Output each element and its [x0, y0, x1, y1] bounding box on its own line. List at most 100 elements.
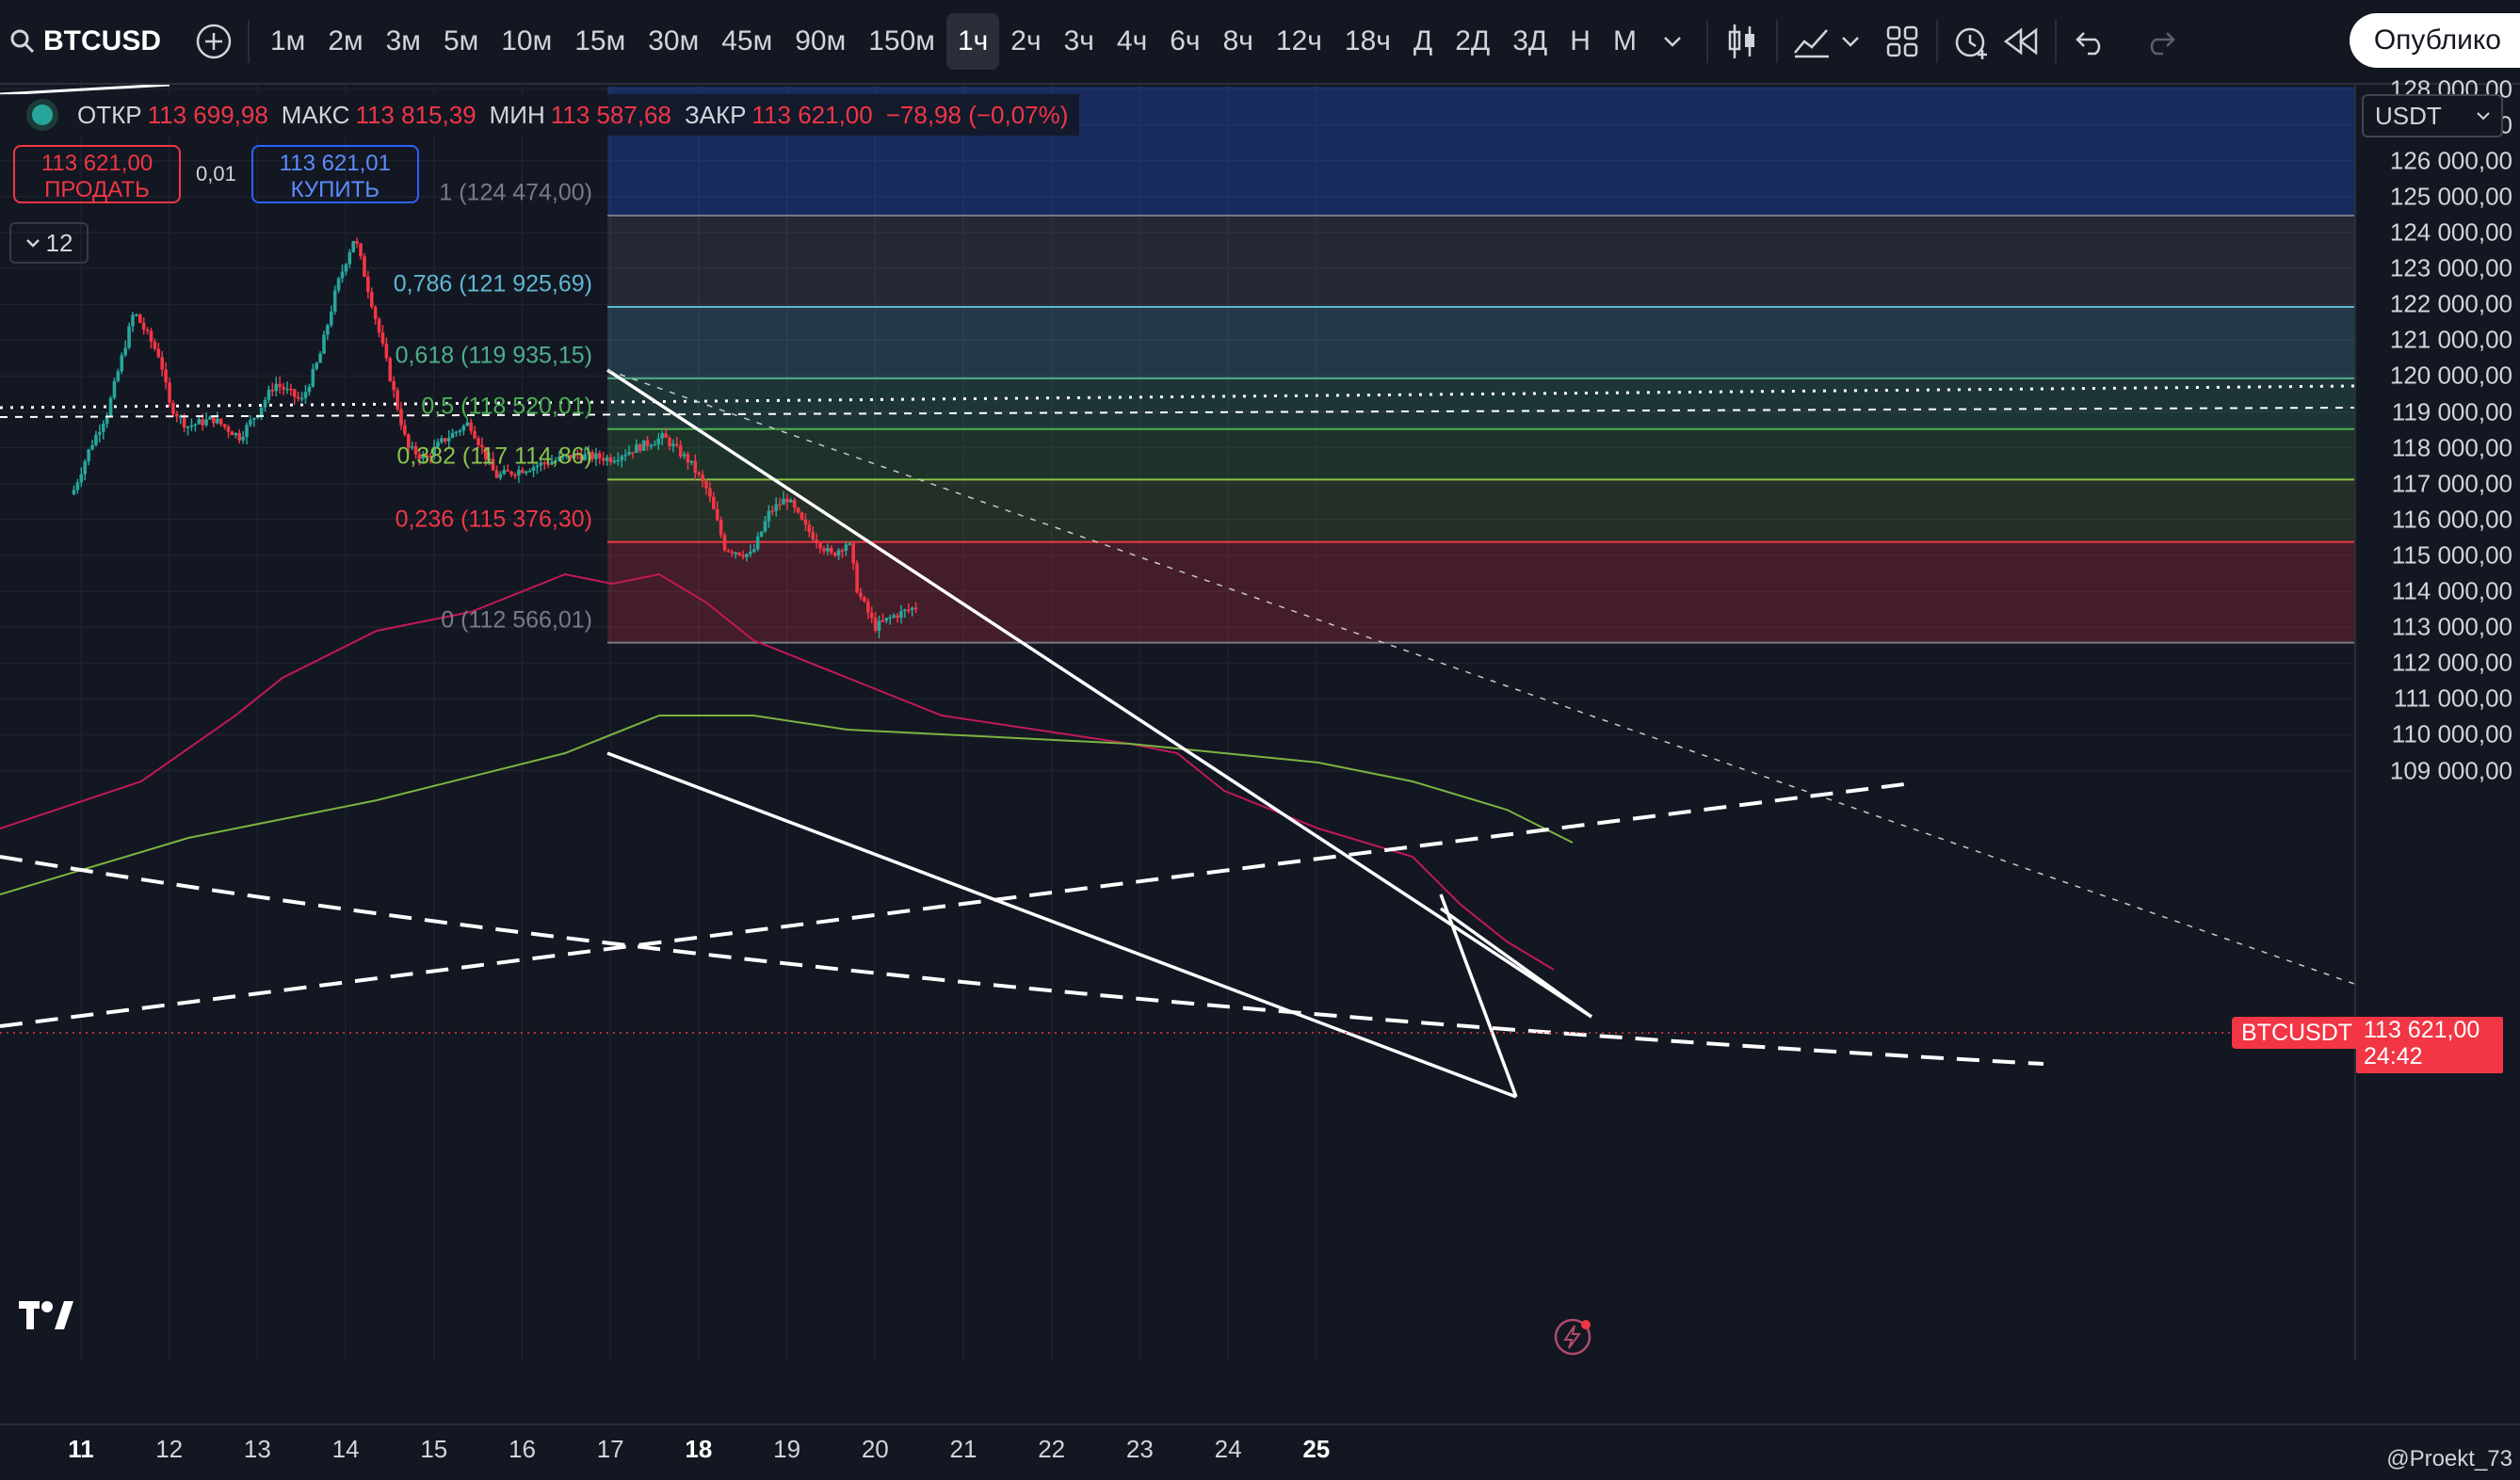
- candle-body: [730, 551, 735, 554]
- publish-label: Опублико: [2373, 24, 2501, 56]
- candle-body: [539, 462, 543, 466]
- candle-body: [72, 490, 76, 495]
- low-label: МИН: [489, 100, 545, 129]
- interval-11[interactable]: 2ч: [1010, 25, 1042, 56]
- candle-body: [292, 389, 297, 397]
- flash-notification-icon[interactable]: [1552, 1316, 1593, 1362]
- time-scale[interactable]: 11 12 13 14 15 16 17 18 19 20 21 22 23 24 25: [0, 1424, 2520, 1480]
- layout-button[interactable]: [1878, 13, 1927, 70]
- candle-body: [807, 524, 812, 533]
- candle-body: [671, 443, 675, 447]
- interval-22[interactable]: М: [1612, 25, 1637, 56]
- alarm-clock-icon: [1955, 27, 1987, 59]
- price-axis-label: 110 000,00: [2391, 719, 2512, 748]
- candle-body: [832, 553, 837, 556]
- interval-14[interactable]: 6ч: [1170, 25, 1201, 56]
- interval-19[interactable]: 2Д: [1455, 25, 1491, 56]
- symbol-name: BTCUSD: [43, 25, 161, 56]
- publish-button[interactable]: Опублико: [2349, 13, 2520, 68]
- indicators-button[interactable]: [1787, 13, 1836, 70]
- interval-5[interactable]: 15м: [574, 25, 626, 56]
- candle-body: [899, 610, 903, 619]
- undo-button[interactable]: [2066, 13, 2115, 70]
- candle-body: [664, 433, 668, 439]
- time-axis-label: 11: [68, 1435, 94, 1463]
- interval-15[interactable]: 8ч: [1222, 25, 1253, 56]
- toolbar-divider: [1705, 20, 1708, 63]
- candle-body: [487, 458, 492, 461]
- interval-2[interactable]: 3м: [385, 25, 421, 56]
- channel-upper-line: [606, 368, 1592, 1019]
- interval-6[interactable]: 30м: [648, 25, 700, 56]
- interval-10[interactable]: 1ч: [945, 13, 1000, 70]
- last-price-tag: 113 621,00 24:42: [2356, 1017, 2503, 1073]
- candle-body: [682, 454, 687, 457]
- compare-symbol-button[interactable]: [189, 13, 238, 70]
- interval-18[interactable]: Д: [1413, 25, 1433, 56]
- interval-3[interactable]: 5м: [443, 25, 479, 56]
- candle-body: [803, 519, 808, 525]
- candle-body: [336, 278, 341, 291]
- candle-body: [844, 544, 848, 552]
- candle-body: [645, 440, 650, 446]
- indicators-collapse-button[interactable]: 12: [9, 222, 89, 264]
- intervals-dropdown-button[interactable]: [1648, 13, 1697, 70]
- candle-body: [480, 444, 484, 447]
- candle-body: [704, 480, 708, 489]
- candle-body: [108, 397, 113, 416]
- interval-8[interactable]: 90м: [795, 25, 847, 56]
- interval-7[interactable]: 45м: [721, 25, 773, 56]
- candle-body: [888, 617, 893, 619]
- interval-16[interactable]: 12ч: [1275, 25, 1322, 56]
- symbol-search[interactable]: BTCUSD: [0, 0, 161, 83]
- price-axis-label: 119 000,00: [2391, 397, 2512, 426]
- candle-body: [855, 563, 859, 593]
- currency-select[interactable]: USDT: [2362, 94, 2503, 137]
- tradingview-logo-icon[interactable]: [19, 1299, 77, 1336]
- buy-button[interactable]: 113 621,01 КУПИТЬ: [250, 145, 419, 203]
- sell-button[interactable]: 113 621,00 ПРОДАТЬ: [13, 145, 181, 203]
- interval-13[interactable]: 4ч: [1116, 25, 1148, 56]
- candle-body: [627, 451, 631, 456]
- interval-9[interactable]: 150м: [868, 25, 935, 56]
- candle-body: [689, 460, 694, 463]
- replay-button[interactable]: [1996, 13, 2045, 70]
- candle-body: [542, 462, 547, 464]
- candle-body: [230, 431, 234, 436]
- time-axis-label: 24: [1214, 1435, 1242, 1463]
- candle-body: [763, 521, 767, 532]
- interval-17[interactable]: 18ч: [1344, 25, 1391, 56]
- ma-line-green: [0, 715, 1574, 895]
- interval-0[interactable]: 1м: [270, 25, 306, 56]
- redo-button[interactable]: [2136, 13, 2185, 70]
- candle-body: [318, 353, 322, 363]
- time-axis-label: 20: [861, 1435, 889, 1463]
- candle-body: [454, 431, 459, 434]
- indicators-dropdown-button[interactable]: [1836, 13, 1865, 70]
- candle-body: [458, 430, 462, 432]
- candle-body: [546, 463, 550, 465]
- alert-button[interactable]: [1947, 13, 1996, 70]
- interval-20[interactable]: 3Д: [1512, 25, 1548, 56]
- candle-body: [770, 510, 775, 512]
- candle-body: [450, 432, 455, 439]
- interval-12[interactable]: 3ч: [1063, 25, 1094, 56]
- candle-body: [792, 500, 797, 508]
- time-axis-label: 25: [1302, 1435, 1331, 1463]
- candle-body: [859, 592, 863, 598]
- candle-body: [267, 389, 271, 400]
- candles-icon: [1728, 24, 1754, 58]
- candle-body: [193, 424, 198, 426]
- chart-type-button[interactable]: [1718, 13, 1767, 70]
- candle-body: [836, 550, 841, 556]
- interval-21[interactable]: Н: [1570, 25, 1591, 56]
- candle-body: [329, 311, 333, 326]
- interval-4[interactable]: 10м: [501, 25, 553, 56]
- candle-body: [226, 426, 231, 432]
- candle-body: [186, 426, 190, 428]
- candle-body: [641, 440, 646, 451]
- candle-body: [322, 334, 326, 354]
- price-chart[interactable]: [0, 85, 2354, 1360]
- interval-1[interactable]: 2м: [328, 25, 363, 56]
